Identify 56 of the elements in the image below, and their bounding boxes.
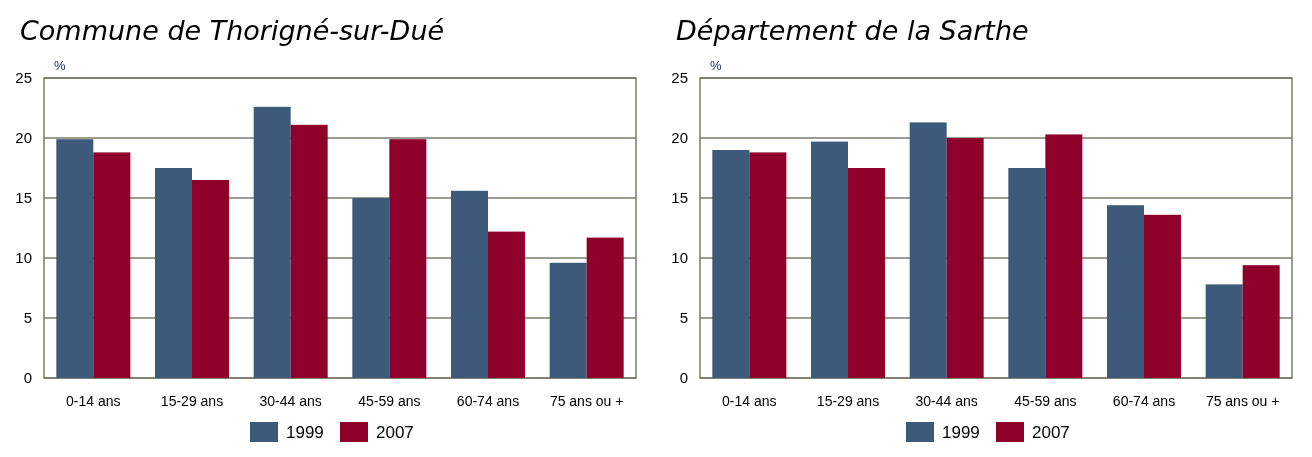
bar [389, 139, 427, 378]
y-tick-label: 15 [15, 189, 32, 207]
bar [253, 106, 291, 378]
chart-title: Département de la Sarthe [676, 15, 1029, 46]
x-tick-label: 45-59 ans [1014, 393, 1077, 409]
x-tick-label: 15-29 ans [160, 393, 224, 409]
bar [946, 138, 984, 378]
bar [749, 152, 787, 378]
y-tick-label: 25 [671, 69, 688, 87]
bar [352, 198, 390, 378]
y-axis-title: % [710, 58, 722, 73]
bar [1045, 134, 1083, 378]
legend-label: 2007 [1032, 422, 1070, 442]
bar [155, 168, 192, 378]
legend-label: 1999 [286, 422, 324, 442]
chart-title: Commune de Thorigné-sur-Dué [20, 15, 445, 46]
legend-label: 1999 [942, 422, 980, 442]
legend-label: 2007 [376, 422, 414, 442]
bar [488, 231, 525, 378]
y-tick-label: 15 [671, 189, 688, 207]
bar [586, 237, 624, 378]
bar [1107, 205, 1144, 378]
y-tick-label: 25 [15, 69, 32, 87]
y-tick-label: 20 [671, 129, 688, 147]
x-tick-label: 60-74 ans [1112, 393, 1176, 409]
bar [192, 180, 229, 378]
bar [1008, 168, 1046, 378]
x-tick-label: 75 ans ou + [549, 393, 624, 409]
y-tick-label: 10 [671, 249, 688, 267]
x-tick-label: 30-44 ans [915, 393, 978, 409]
bar [451, 190, 488, 378]
bar [93, 152, 131, 378]
bar [811, 141, 848, 378]
y-tick-label: 5 [23, 309, 32, 327]
x-tick-label: 0-14 ans [722, 393, 777, 409]
x-tick-label: 45-59 ans [358, 393, 421, 409]
x-tick-label: 0-14 ans [66, 393, 121, 409]
y-tick-label: 5 [679, 309, 688, 327]
x-tick-label: 30-44 ans [259, 393, 322, 409]
y-tick-label: 0 [679, 369, 688, 387]
bar [1242, 265, 1280, 378]
bar [549, 262, 587, 378]
y-axis-title: % [54, 58, 66, 73]
bar [1144, 214, 1181, 378]
y-tick-label: 20 [15, 129, 32, 147]
y-tick-label: 0 [23, 369, 32, 387]
y-tick-label: 10 [15, 249, 32, 267]
x-tick-label: 60-74 ans [456, 393, 520, 409]
bar [56, 139, 94, 378]
bar [290, 124, 328, 378]
x-tick-label: 75 ans ou + [1205, 393, 1280, 409]
bar [848, 168, 885, 378]
bar [1205, 284, 1243, 378]
bar [712, 150, 750, 378]
x-tick-label: 15-29 ans [816, 393, 880, 409]
bar [909, 122, 947, 378]
